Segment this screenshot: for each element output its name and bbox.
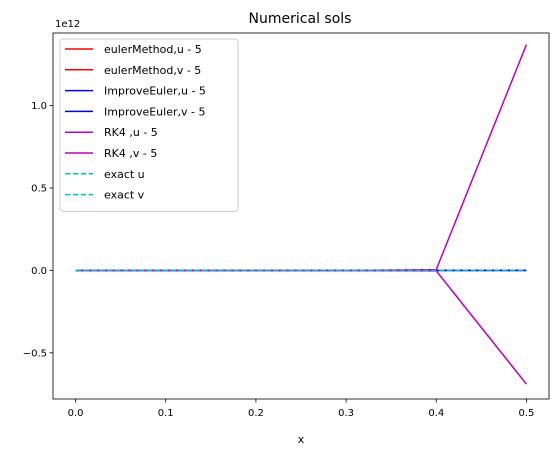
- legend-label-4: ImproveEuler,v - 5: [104, 105, 205, 118]
- legend-label-1: eulerMethod,u - 5: [104, 43, 202, 56]
- x-tick-label: 0.2: [248, 408, 264, 419]
- x-tick-label: 0.3: [338, 408, 354, 419]
- x-axis-label: x: [298, 433, 305, 446]
- y-tick-label: 1.0: [31, 101, 47, 112]
- chart-title: Numerical sols: [249, 11, 352, 27]
- legend-label-3: ImproveEuler,u - 5: [104, 85, 206, 98]
- x-tick-label: 0.0: [68, 408, 84, 419]
- legend-label-8: exact v: [104, 189, 145, 202]
- x-tick-label: 0.1: [158, 408, 174, 419]
- legend-label-6: RK4 ,v - 5: [104, 147, 157, 160]
- plot-area: 0.0 0.1 0.2 0.3 0.4 0.5 −0.5 0.0 0.5 1.0: [23, 32, 550, 419]
- y-tick-label: 0.0: [31, 266, 47, 277]
- axes-frame: [52, 32, 550, 400]
- y-tick-label: 0.5: [31, 183, 47, 194]
- x-tick-label: 0.5: [519, 408, 535, 419]
- y-offset-text: 1e12: [55, 19, 80, 30]
- legend-label-7: exact u: [104, 168, 145, 181]
- legend-label-5: RK4 ,u - 5: [104, 126, 158, 139]
- legend: eulerMethod,u - 5 eulerMethod,v - 5 Improv…: [59, 38, 239, 212]
- y-tick-label: −0.5: [23, 348, 47, 359]
- x-tick-label: 0.4: [428, 408, 444, 419]
- legend-label-2: eulerMethod,v - 5: [104, 64, 201, 77]
- legend-box: [59, 38, 239, 212]
- series-line-6: [75, 269, 528, 385]
